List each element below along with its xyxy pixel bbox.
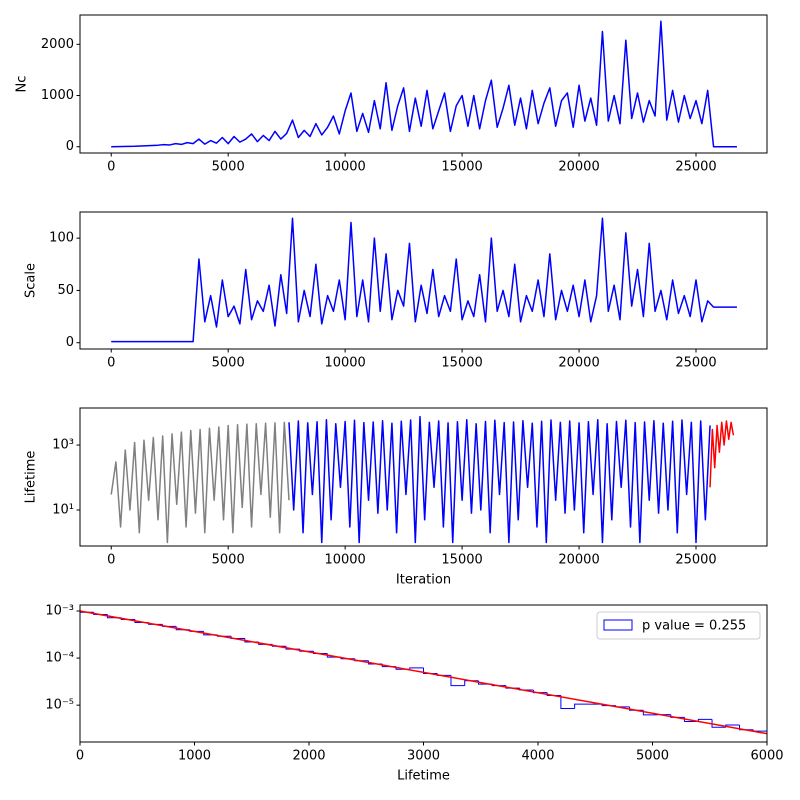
x-tick-label: 20000 bbox=[558, 356, 599, 371]
x-tick-label: 10000 bbox=[324, 356, 365, 371]
plot-area bbox=[110, 415, 735, 544]
x-tick-label: 1000 bbox=[178, 749, 211, 764]
x-tick-label: 3000 bbox=[407, 749, 440, 764]
y-axis-label: Nc bbox=[15, 76, 30, 93]
series-line bbox=[288, 415, 711, 544]
x-tick-label: 0 bbox=[107, 160, 115, 175]
y-tick-label: 2000 bbox=[41, 37, 74, 52]
x-tick-label: 5000 bbox=[636, 749, 669, 764]
legend-patch bbox=[603, 619, 633, 631]
y-axis-label: Scale bbox=[24, 263, 39, 298]
x-tick-label: 0 bbox=[107, 553, 115, 568]
x-tick-label: 15000 bbox=[441, 553, 482, 568]
histogram-bin bbox=[560, 695, 575, 709]
histogram-bin bbox=[711, 719, 726, 728]
x-tick-label: 5000 bbox=[212, 160, 245, 175]
x-tick-label: 15000 bbox=[441, 356, 482, 371]
y-tick-label: 10³ bbox=[52, 438, 74, 453]
y-tick-label: 10⁻³ bbox=[45, 603, 74, 618]
axes-frame bbox=[79, 407, 768, 547]
x-tick-label: 25000 bbox=[675, 356, 716, 371]
x-tick-label: 25000 bbox=[675, 553, 716, 568]
x-tick-label: 20000 bbox=[558, 553, 599, 568]
y-tick-label: 10⁻⁵ bbox=[45, 698, 74, 713]
x-tick-label: 25000 bbox=[675, 160, 716, 175]
series-line bbox=[110, 421, 290, 544]
x-tick-label: 0 bbox=[76, 749, 84, 764]
y-tick-label: 10¹ bbox=[52, 503, 74, 518]
x-tick-label: 15000 bbox=[441, 160, 482, 175]
series-line bbox=[111, 20, 737, 148]
legend-label: p value = 0.255 bbox=[642, 619, 746, 634]
legend-box bbox=[596, 611, 761, 640]
y-tick-label: 50 bbox=[57, 283, 74, 298]
fit-line bbox=[80, 610, 767, 735]
x-tick-label: 10000 bbox=[324, 553, 365, 568]
x-tick-label: 6000 bbox=[750, 749, 783, 764]
plot-area bbox=[111, 217, 737, 343]
series-line bbox=[111, 217, 737, 343]
x-tick-label: 5000 bbox=[212, 356, 245, 371]
plot-area bbox=[80, 610, 767, 742]
series-line bbox=[709, 420, 735, 488]
y-axis-label: Lifetime bbox=[24, 451, 39, 504]
x-axis-label: Lifetime bbox=[397, 769, 450, 784]
y-tick-label: 0 bbox=[66, 335, 74, 350]
x-axis-label: Iteration bbox=[396, 573, 451, 588]
y-tick-label: 100 bbox=[49, 231, 74, 246]
x-tick-label: 10000 bbox=[324, 160, 365, 175]
histogram-bin bbox=[409, 667, 424, 670]
x-tick-label: 4000 bbox=[521, 749, 554, 764]
x-tick-label: 0 bbox=[107, 356, 115, 371]
x-tick-label: 5000 bbox=[212, 553, 245, 568]
axes-frame bbox=[79, 211, 768, 350]
histogram-bin bbox=[574, 703, 589, 709]
histogram-bin bbox=[450, 675, 465, 687]
y-tick-label: 10⁻⁴ bbox=[45, 651, 74, 666]
x-tick-label: 2000 bbox=[292, 749, 325, 764]
y-tick-label: 1000 bbox=[41, 88, 74, 103]
plot-area bbox=[111, 20, 737, 148]
axes-frame bbox=[79, 14, 768, 154]
y-tick-label: 0 bbox=[66, 139, 74, 154]
x-tick-label: 20000 bbox=[558, 160, 599, 175]
